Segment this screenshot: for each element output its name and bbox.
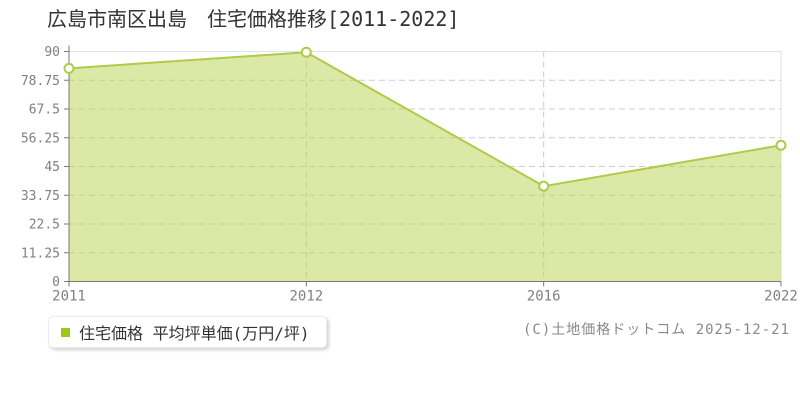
y-tick-label: 56.25: [21, 131, 60, 146]
x-tick-label-2016: 2016: [527, 289, 561, 305]
data-point-2011[interactable]: [63, 62, 75, 74]
x-tick-label-2011: 2011: [52, 289, 86, 305]
y-tick-label: 22.5: [29, 218, 60, 233]
y-tick-label: 90: [44, 45, 60, 60]
legend: 住宅価格 平均坪単価(万円/坪): [48, 316, 327, 348]
data-point-2016[interactable]: [538, 180, 550, 192]
legend-marker-square: [61, 327, 70, 337]
x-tick-label-2022: 2022: [764, 289, 798, 305]
y-tick-label: 33.75: [21, 189, 60, 204]
y-tick-label: 0: [52, 275, 60, 290]
y-tick-label: 45: [44, 160, 60, 175]
y-tick-label: 67.5: [29, 103, 60, 118]
x-tick-label-2012: 2012: [289, 289, 323, 305]
data-point-2012[interactable]: [300, 46, 312, 58]
page-title: 広島市南区出島 住宅価格推移[2011-2022]: [47, 7, 460, 31]
legend-label: 住宅価格 平均坪単価(万円/坪): [79, 324, 310, 343]
y-tick-label: 11.25: [21, 246, 60, 261]
copyright-text: (C)土地価格ドットコム 2025-12-21: [522, 322, 790, 338]
price-line: [68, 51, 782, 188]
y-tick-label: 78.75: [21, 74, 60, 89]
data-point-2022[interactable]: [775, 139, 787, 151]
price-area: [69, 52, 781, 282]
